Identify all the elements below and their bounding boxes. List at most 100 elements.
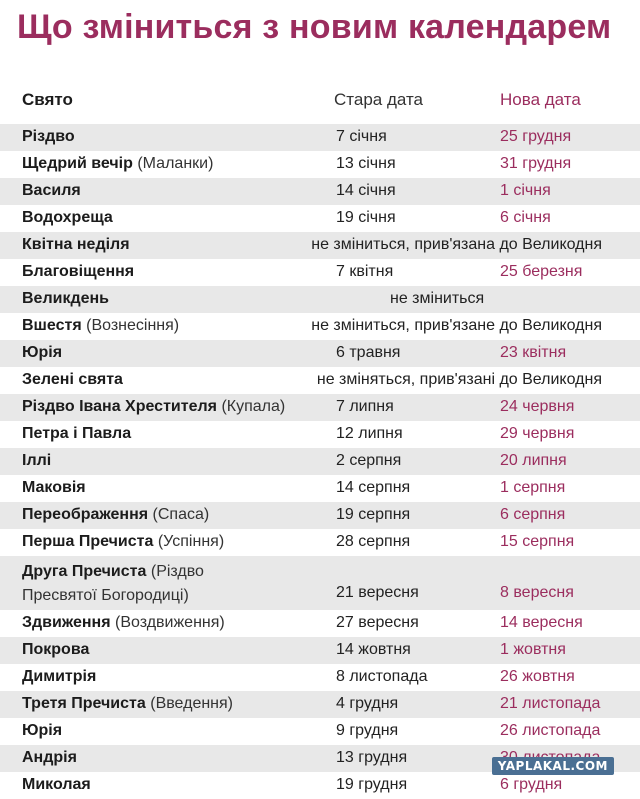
holiday-name: Василя — [22, 182, 81, 200]
holiday-name: Водохреща — [22, 209, 113, 227]
unchanged-note: не зміняться, прив'язані до Великодня — [316, 371, 602, 388]
holiday-title: Маковія — [22, 479, 86, 496]
new-date: 26 листопада — [500, 722, 601, 739]
holiday-name: Перша Пречиста (Успіння) — [22, 533, 224, 551]
old-date: 4 грудня — [336, 695, 399, 712]
holiday-title: Здвиження — [22, 614, 111, 631]
holiday-title: Перша Пречиста — [22, 533, 154, 550]
holiday-title: Юрія — [22, 344, 63, 361]
holiday-table: Різдво 7 січня 25 грудня Щедрий вечір (Мала… — [0, 124, 640, 799]
holiday-title: Переображення — [22, 506, 149, 523]
unchanged-note: не зміниться, прив'язана до Великодня — [311, 236, 602, 253]
holiday-note: (Вознесіння) — [86, 317, 180, 334]
table-row: Здвиження (Воздвиження) 27 вересня 14 вере… — [0, 610, 640, 637]
old-date: 28 серпня — [336, 533, 411, 550]
old-date: 14 жовтня — [336, 641, 411, 658]
holiday-name: Квітна неділя — [22, 236, 130, 254]
holiday-name: Андрія — [22, 749, 77, 767]
table-row: Перша Пречиста (Успіння) 28 серпня 15 серп… — [0, 529, 640, 556]
old-date: 21 вересня — [336, 584, 419, 601]
old-date: 7 липня — [336, 398, 394, 415]
table-row: Василя 14 січня 1 січня — [0, 178, 640, 205]
holiday-note: (Успіння) — [157, 533, 225, 550]
holiday-name: Юрія — [22, 344, 62, 362]
table-row: Миколая 19 грудня 6 грудня — [0, 772, 640, 799]
holiday-name: Різдво Івана Хрестителя (Купала) — [22, 398, 285, 416]
holiday-title: Іллі — [22, 452, 52, 469]
page-title: Що зміниться з новим календарем — [17, 8, 612, 46]
new-date: 1 січня — [500, 182, 551, 199]
holiday-title: Петра і Павла — [22, 425, 132, 442]
new-date: 26 жовтня — [500, 668, 575, 685]
header-old-date: Стара дата — [334, 90, 424, 109]
table-row: Квітна неділя не зміниться, прив'язана до… — [0, 232, 640, 259]
holiday-name: Димитрія — [22, 668, 96, 686]
table-row: Димитрія 8 листопада 26 жовтня — [0, 664, 640, 691]
holiday-note: (Маланки) — [137, 155, 214, 172]
old-date: 19 грудня — [336, 776, 408, 793]
holiday-name: Благовіщення — [22, 263, 134, 281]
table-row: Благовіщення 7 квітня 25 березня — [0, 259, 640, 286]
new-date: 6 грудня — [500, 776, 563, 793]
new-date: 25 грудня — [500, 128, 572, 145]
holiday-title: Великдень — [22, 290, 110, 307]
holiday-name: Здвиження (Воздвиження) — [22, 614, 225, 632]
header-holiday: Свято — [22, 90, 73, 109]
new-date: 21 листопада — [500, 695, 601, 712]
holiday-name: Переображення (Спаса) — [22, 506, 209, 524]
table-row: Різдво Івана Хрестителя (Купала) 7 липня 2… — [0, 394, 640, 421]
old-date: 9 грудня — [336, 722, 399, 739]
watermark: YAPLAKAL.COM — [491, 757, 614, 775]
holiday-title: Різдво Івана Хрестителя — [22, 398, 217, 415]
old-date: 14 січня — [336, 182, 396, 199]
table-row: Петра і Павла 12 липня 29 червня — [0, 421, 640, 448]
holiday-note: (Купала) — [221, 398, 286, 415]
holiday-name: Іллі — [22, 452, 51, 470]
table-row: Третя Пречиста (Введення) 4 грудня 21 лист… — [0, 691, 640, 718]
holiday-title: Андрія — [22, 749, 77, 766]
table-row: Юрія 6 травня 23 квітня — [0, 340, 640, 367]
holiday-name: Різдво — [22, 128, 75, 146]
holiday-name: Миколая — [22, 776, 91, 794]
new-date: 20 липня — [500, 452, 567, 469]
old-date: 19 серпня — [336, 506, 411, 523]
holiday-title: Друга Пречиста — [22, 563, 147, 580]
holiday-title: Покрова — [22, 641, 90, 658]
holiday-name: Друга Пречиста (Різдво Пресвятої Богороди… — [22, 560, 204, 608]
new-date: 8 вересня — [500, 584, 574, 601]
old-date: 8 листопада — [336, 668, 428, 685]
holiday-name: Великдень — [22, 290, 109, 308]
table-row: Водохреща 19 січня 6 січня — [0, 205, 640, 232]
new-date: 15 серпня — [500, 533, 575, 550]
holiday-name: Третя Пречиста (Введення) — [22, 695, 233, 713]
table-row: Різдво 7 січня 25 грудня — [0, 124, 640, 151]
holiday-note: (Воздвиження) — [115, 614, 225, 631]
new-date: 25 березня — [500, 263, 583, 280]
table-row: Щедрий вечір (Маланки) 13 січня 31 грудня — [0, 151, 640, 178]
old-date: 7 квітня — [336, 263, 394, 280]
new-date: 31 грудня — [500, 155, 572, 172]
old-date: 27 вересня — [336, 614, 419, 631]
new-date: 29 червня — [500, 425, 575, 442]
holiday-name: Щедрий вечір (Маланки) — [22, 155, 213, 173]
new-date: 14 вересня — [500, 614, 583, 631]
old-date: 7 січня — [336, 128, 387, 145]
holiday-title: Юрія — [22, 722, 63, 739]
holiday-title: Вшестя — [22, 317, 82, 334]
holiday-title: Водохреща — [22, 209, 113, 226]
unchanged-note: не зміниться — [390, 290, 485, 307]
new-date: 24 червня — [500, 398, 575, 415]
holiday-note-continued: Пресвятої Богородиці) — [22, 587, 189, 604]
table-row: Переображення (Спаса) 19 серпня 6 серпня — [0, 502, 640, 529]
holiday-note: (Спаса) — [152, 506, 210, 523]
table-row: Зелені свята не зміняться, прив'язані до … — [0, 367, 640, 394]
holiday-title: Квітна неділя — [22, 236, 130, 253]
holiday-title: Димитрія — [22, 668, 97, 685]
holiday-name: Зелені свята — [22, 371, 123, 389]
holiday-title: Миколая — [22, 776, 91, 793]
table-row: Вшестя (Вознесіння) не зміниться, прив'яз… — [0, 313, 640, 340]
new-date: 1 жовтня — [500, 641, 566, 658]
table-header: Свято Стара дата Нова дата — [0, 84, 640, 118]
old-date: 2 серпня — [336, 452, 402, 469]
old-date: 14 серпня — [336, 479, 411, 496]
